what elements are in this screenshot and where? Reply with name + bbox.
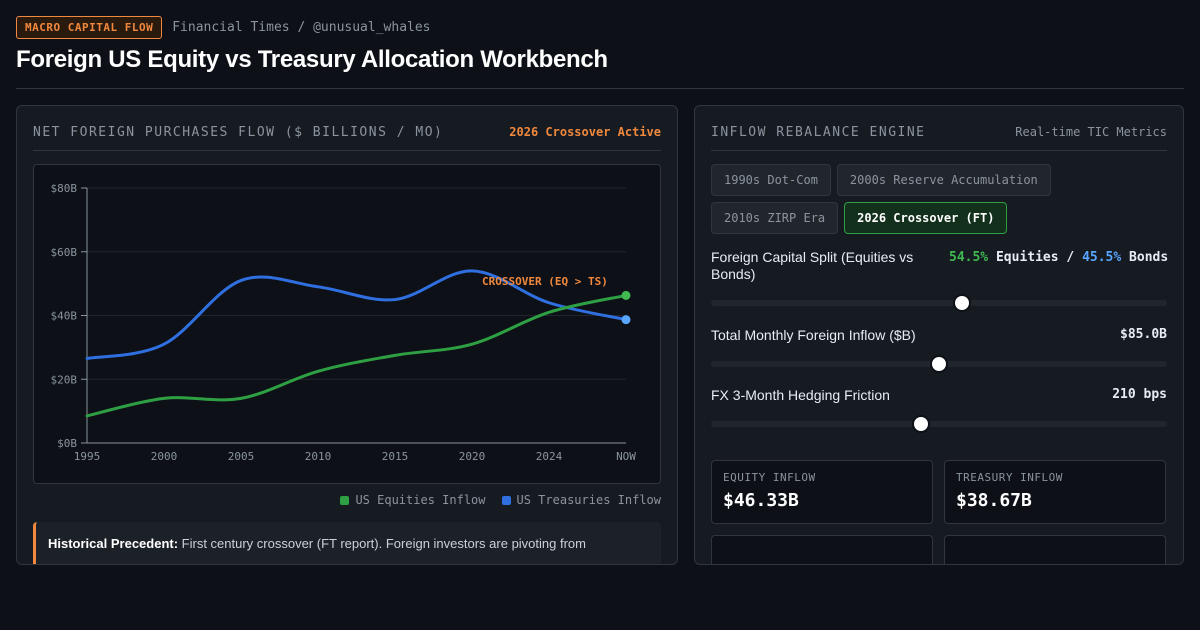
preset-2026-crossover[interactable]: 2026 Crossover (FT)	[844, 202, 1008, 234]
treasuries-swatch	[501, 495, 511, 505]
treasury-inflow-card: TREASURY INFLOW $38.67B	[944, 460, 1166, 524]
total-inflow-thumb[interactable]	[932, 357, 946, 371]
legend-item-equities[interactable]: US Equities Inflow	[340, 493, 486, 507]
treasury-inflow-value: $38.67B	[956, 490, 1032, 511]
y-tick-label: $0B	[57, 437, 77, 450]
source-credit: Financial Times / @unusual_whales	[172, 20, 431, 35]
total-inflow-value: $85.0B	[1120, 327, 1167, 342]
bond-word: Bonds	[1129, 250, 1169, 265]
x-tick-label: 2015	[382, 450, 409, 463]
equity-word: Equities	[995, 250, 1059, 265]
crossover-annotation: CROSSOVER (EQ > TS)	[482, 275, 608, 288]
preset-2010s-zirp-era[interactable]: 2010s ZIRP Era	[711, 202, 839, 234]
x-tick-label: NOW	[616, 450, 636, 463]
x-tick-label: 2000	[151, 450, 178, 463]
engine-heading: INFLOW REBALANCE ENGINE	[711, 124, 926, 140]
note-heading: Historical Precedent:	[48, 536, 179, 551]
hedging-friction-value: 210 bps	[1112, 387, 1167, 402]
x-tick-label: 2020	[459, 450, 486, 463]
hedging-friction-thumb[interactable]	[913, 417, 928, 431]
split-separator: /	[1066, 250, 1075, 265]
equity-pct: 54.5%	[949, 250, 989, 265]
y-tick-label: $80B	[51, 182, 78, 195]
flow-chart-panel: NET FOREIGN PURCHASES FLOW ($ BILLIONS /…	[16, 105, 678, 565]
endpoint-us-treasuries-inflow	[621, 315, 631, 325]
rebalance-engine-panel: INFLOW REBALANCE ENGINE Real-time TIC Me…	[694, 105, 1184, 565]
crossover-status: 2026 Crossover Active	[509, 125, 661, 139]
note-text: First century crossover (FT report). For…	[178, 536, 586, 551]
capital-split-slider[interactable]	[711, 296, 1167, 310]
hedging-friction-control: FX 3-Month Hedging Friction 210 bps	[711, 387, 1167, 431]
x-tick-label: 2024	[536, 450, 563, 463]
equity-inflow-label: EQUITY INFLOW	[723, 471, 816, 484]
legend-label-treasuries: US Treasuries Inflow	[516, 493, 662, 507]
flow-line-chart: $0B $20B $40B $60B $80B 1995 2000 2005 2010 2015 2…	[51, 182, 637, 463]
chart-legend: US Equities Inflow US Treasuries Inflow	[340, 493, 661, 507]
capital-split-control: Foreign Capital Split (Equities vs Bonds…	[711, 249, 1169, 310]
equity-inflow-card: EQUITY INFLOW $46.33B	[711, 460, 933, 524]
chart-container: $0B $20B $40B $60B $80B 1995 2000 2005 2010 2015 2…	[33, 164, 661, 484]
capital-split-thumb[interactable]	[954, 296, 969, 310]
x-tick-label: 2005	[228, 450, 255, 463]
header-divider	[16, 88, 1184, 89]
equity-inflow-value: $46.33B	[723, 490, 799, 511]
metric-card-3	[711, 535, 933, 564]
precedent-note: Historical Precedent: First century cros…	[33, 522, 661, 564]
x-tick-label: 1995	[74, 450, 101, 463]
capital-split-readout: 54.5% Equities / 45.5% Bonds	[949, 249, 1169, 267]
total-inflow-label: Total Monthly Foreign Inflow ($B)	[711, 327, 916, 343]
legend-label-equities: US Equities Inflow	[355, 493, 486, 507]
equities-swatch	[340, 495, 350, 505]
total-inflow-control: Total Monthly Foreign Inflow ($B) $85.0B	[711, 327, 1167, 371]
total-inflow-slider[interactable]	[711, 357, 1167, 371]
chart-panel-header: NET FOREIGN PURCHASES FLOW ($ BILLIONS /…	[33, 106, 661, 151]
hedging-friction-label: FX 3-Month Hedging Friction	[711, 387, 890, 403]
y-tick-label: $60B	[51, 246, 78, 259]
endpoint-us-equities-inflow	[621, 290, 631, 300]
preset-2000s-reserve-accumulation[interactable]: 2000s Reserve Accumulation	[836, 164, 1051, 196]
engine-panel-header: INFLOW REBALANCE ENGINE Real-time TIC Me…	[711, 106, 1167, 151]
series-line-us-treasuries-inflow	[85, 269, 628, 361]
legend-item-treasuries[interactable]: US Treasuries Inflow	[501, 493, 662, 507]
metric-card-4	[944, 535, 1166, 564]
category-tag: MACRO CAPITAL FLOW	[16, 16, 163, 39]
series-line-us-equities-inflow	[85, 293, 628, 418]
capital-split-label: Foreign Capital Split (Equities vs Bonds…	[711, 249, 914, 282]
page-title: Foreign US Equity vs Treasury Allocation…	[16, 46, 608, 73]
engine-meta: Real-time TIC Metrics	[1015, 125, 1167, 139]
hedging-friction-slider[interactable]	[711, 417, 1167, 431]
y-tick-label: $40B	[51, 310, 78, 323]
preset-1990s-dot-com[interactable]: 1990s Dot-Com	[711, 164, 831, 196]
bond-pct: 45.5%	[1082, 250, 1122, 265]
era-preset-group: 1990s Dot-Com 2000s Reserve Accumulation…	[711, 164, 1171, 234]
x-tick-label: 2010	[305, 450, 332, 463]
treasury-inflow-label: TREASURY INFLOW	[956, 471, 1063, 484]
y-tick-label: $20B	[51, 373, 78, 386]
chart-heading: NET FOREIGN PURCHASES FLOW ($ BILLIONS /…	[33, 124, 444, 140]
header-bar: MACRO CAPITAL FLOW Financial Times / @un…	[16, 16, 431, 39]
